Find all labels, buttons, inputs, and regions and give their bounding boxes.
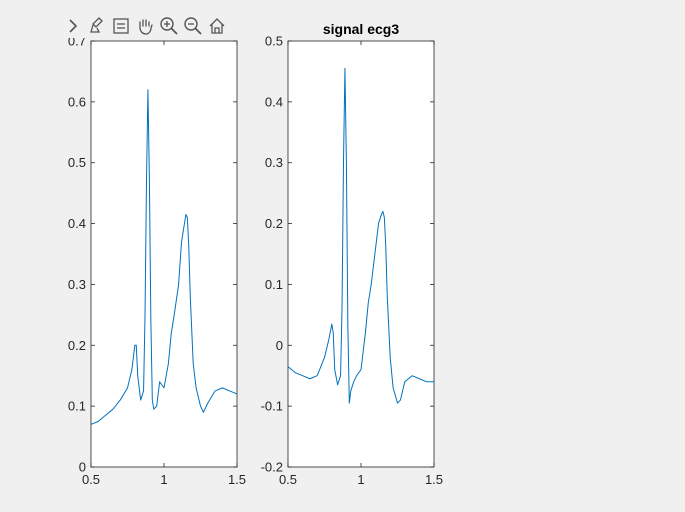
y-tick-label: 0.4 [68,216,86,231]
figure-toolbar [62,14,228,38]
y-tick-label: 0 [276,338,283,353]
y-tick-label: 0.3 [265,155,283,170]
x-tick-label: 1.5 [228,472,246,487]
x-tick-label: 0.5 [82,472,100,487]
brush-icon[interactable] [86,15,108,37]
legend-icon[interactable] [110,15,132,37]
pan-hand-icon[interactable] [134,15,156,37]
plot-area [90,40,238,468]
y-tick-label: 0.1 [68,399,86,414]
series-line-1 [287,67,434,404]
series-line-1 [90,89,238,425]
x-tick-label: 1 [160,472,167,487]
y-tick-label: 0 [79,460,86,475]
plot-area [287,40,435,468]
zoom-out-icon[interactable] [182,15,204,37]
y-tick-label: 0.1 [265,277,283,292]
y-tick-label: -0.2 [261,460,283,475]
x-tick-label: 1 [357,472,364,487]
y-tick-label: 0.3 [68,277,86,292]
zoom-in-icon[interactable] [158,15,180,37]
x-tick-label: 1.5 [425,472,443,487]
axes-2: 0.5 1 1.5 -0.2 -0.1 0 0.1 0.2 0.3 0.4 0.5 signal ec… [261,21,443,487]
axes-title: signal ecg3 [323,21,399,37]
expand-chevron-icon[interactable] [62,15,84,37]
x-tick-label: 0.5 [279,472,297,487]
y-tick-label: 0.2 [68,338,86,353]
y-tick-label: 0.5 [265,34,283,49]
home-icon[interactable] [206,15,228,37]
y-tick-label: -0.1 [261,399,283,414]
y-tick-label: 0.2 [265,216,283,231]
y-tick-label: 0.5 [68,155,86,170]
y-tick-label: 0.4 [265,94,283,109]
axes-1: 0.5 1 1.500.10.20.30.40.50.60.7 [68,34,246,488]
y-tick-label: 0.6 [68,94,86,109]
